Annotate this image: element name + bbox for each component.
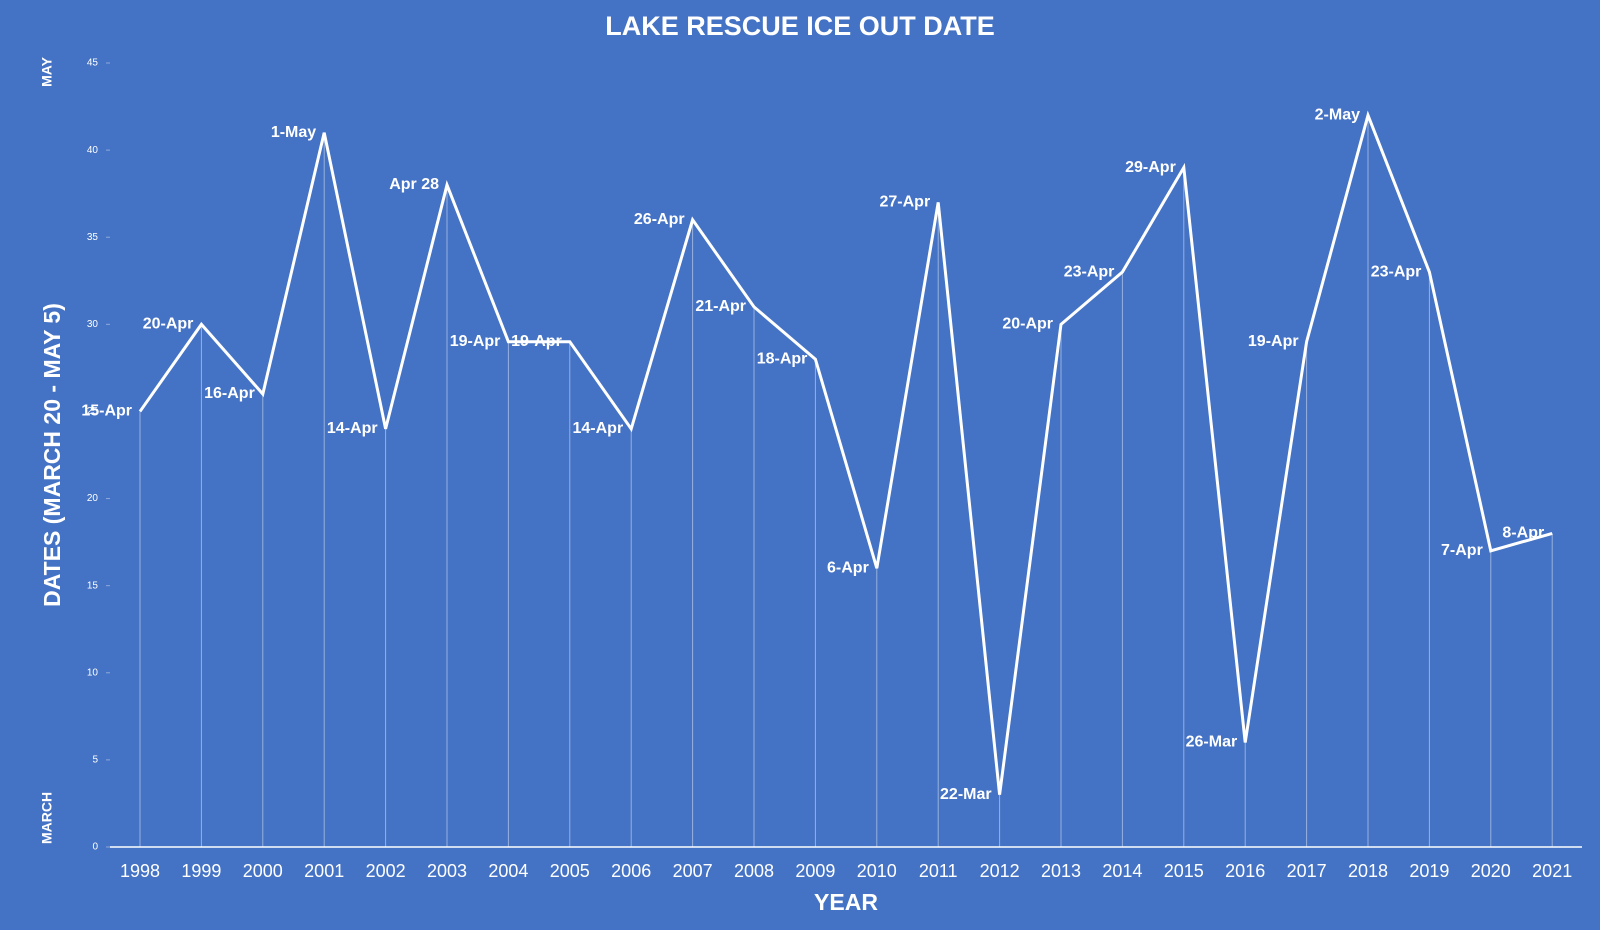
data-label: 22-Mar [940,786,992,803]
x-tick-label: 2020 [1471,861,1511,881]
y-tick-label: 20 [87,493,99,504]
data-label: 26-Apr [634,211,685,228]
data-label: 2-May [1315,106,1360,123]
y-tick-label: 35 [87,232,99,243]
data-label: 6-Apr [827,559,869,576]
annotation: MAY [39,56,55,86]
x-tick-label: 2000 [243,861,283,881]
x-tick-label: 2009 [795,861,835,881]
x-tick-label: 2014 [1102,861,1142,881]
x-tick-label: 2012 [980,861,1020,881]
x-tick-label: 2008 [734,861,774,881]
y-tick-label: 15 [87,580,99,591]
x-tick-label: 2004 [488,861,528,881]
data-label: 14-Apr [327,420,378,437]
x-tick-label: 2011 [919,861,958,881]
data-label: 26-Mar [1186,734,1238,751]
data-label: 7-Apr [1441,542,1483,559]
x-tick-label: 2001 [304,861,344,881]
y-tick-label: 30 [87,319,99,330]
y-tick-label: 10 [87,667,99,678]
data-line [138,110,1553,795]
data-label: 19-Apr [450,333,501,350]
x-tick-label: 2005 [550,861,590,881]
x-tick-label: 2018 [1348,861,1388,881]
data-label: 16-Apr [204,385,255,402]
y-axis-title: DATES (MARCH 20 - MAY 5) [39,303,65,607]
data-label: Apr 28 [389,176,439,193]
x-tick-label: 1999 [181,861,221,881]
data-label: 27-Apr [880,194,931,211]
annotation: MARCH [39,792,55,844]
x-tick-label: 2017 [1287,861,1327,881]
data-label: 23-Apr [1064,263,1115,280]
x-tick-label: 2007 [673,861,713,881]
data-label: 20-Apr [1002,316,1053,333]
data-label: 14-Apr [573,420,624,437]
y-tick-label: 40 [87,145,99,156]
data-label: 29-Apr [1125,159,1176,176]
y-tick-label: 25 [87,406,99,417]
data-label: 21-Apr [695,298,746,315]
x-tick-label: 2010 [857,861,897,881]
x-tick-label: 1998 [120,861,160,881]
data-label: 23-Apr [1371,263,1422,280]
data-label: 19-Apr [511,333,562,350]
x-axis-title: YEAR [814,889,878,915]
x-tick-label: 2021 [1532,861,1572,881]
chart-title: LAKE RESCUE ICE OUT DATE [605,11,995,41]
y-tick-label: 0 [92,842,98,853]
data-label: 8-Apr [1502,525,1544,542]
data-label: 18-Apr [757,350,808,367]
data-label: 19-Apr [1248,333,1299,350]
data-label: 15-Apr [81,403,132,420]
y-tick-label: 5 [92,755,98,766]
data-label: 20-Apr [143,316,194,333]
x-tick-label: 2013 [1041,861,1081,881]
x-tick-label: 2016 [1225,861,1265,881]
x-tick-label: 2006 [611,861,651,881]
x-tick-label: 2003 [427,861,467,881]
data-label: 1-May [271,124,316,141]
x-tick-label: 2002 [366,861,406,881]
x-tick-label: 2019 [1409,861,1449,881]
y-tick-label: 45 [87,58,99,69]
x-tick-label: 2015 [1164,861,1204,881]
